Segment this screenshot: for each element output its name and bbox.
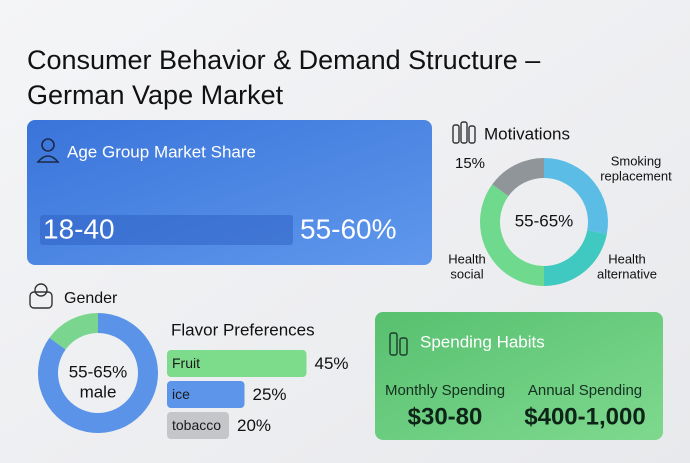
donut-center-label: male [80,382,117,401]
motivations-donut [479,158,608,286]
spending-value: $30-80 [408,403,483,430]
flavor-label: tobacco [172,417,221,433]
donut-segment [492,158,544,197]
flavor-value: 20% [237,416,271,435]
segment-label: Health [448,251,486,266]
segment-label: Health [608,251,646,266]
spending-label: Monthly Spending [385,382,505,399]
flavor-value: 45% [315,354,349,373]
donut-segment [544,158,608,234]
bottles-icon [452,121,476,144]
flavor-value: 25% [253,385,287,404]
gender-donut [37,313,158,434]
flavor-bar [167,412,229,439]
card-title: Age Group Market Share [67,142,256,161]
age-group: 18-40 [43,213,115,244]
donut-segment [49,313,98,350]
section-title: Gender [64,290,118,307]
donut-center-label: 55-65% [69,362,128,381]
gender-icon [29,283,53,309]
segment-label: replacement [600,168,672,183]
title-line: Consumer Behavior & Demand Structure – [27,45,540,75]
card-title: Spending Habits [420,332,545,351]
flavor-bars: Fruit 45% ice 25% tobacco 20% [167,350,349,439]
flavor-bar [167,381,245,408]
age-bar [40,215,293,245]
bottles-icon [389,332,408,356]
flavor-label: ice [172,386,190,402]
flavor-bar [167,350,307,377]
title-line: German Vape Market [27,80,284,110]
section-title: Flavor Preferences [171,320,315,339]
flavor-label: Fruit [172,355,200,371]
segment-label: alternative [597,266,657,281]
donut-center-label: 55-65% [515,211,574,230]
segment-label: 15% [455,155,485,172]
segment-label: social [450,266,483,281]
spending-card [375,312,663,440]
age-share: 55-60% [300,213,397,244]
spending-label: Annual Spending [528,382,642,399]
donut-segment [479,184,544,286]
segment-label: Smoking [611,153,662,168]
donut-segment [37,313,158,434]
section-title: Motivations [484,124,570,143]
person-icon [36,138,60,163]
donut-segment [544,230,607,286]
spending-value: $400-1,000 [524,403,645,430]
